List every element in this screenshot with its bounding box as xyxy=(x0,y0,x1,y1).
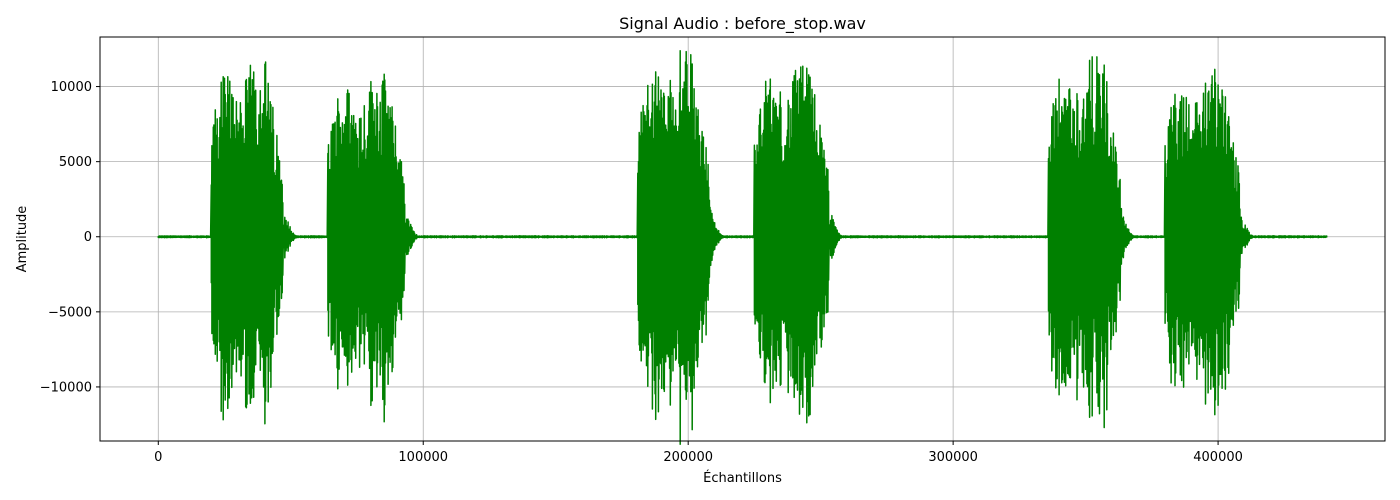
x-axis-label: Échantillons xyxy=(703,470,782,486)
y-tick-label: 0 xyxy=(84,230,92,245)
x-axis-ticks: 0 100000 200000 300000 400000 xyxy=(154,441,1243,465)
signal-line xyxy=(157,50,1328,445)
x-tick-label: 400000 xyxy=(1193,450,1243,465)
y-tick-label: 10000 xyxy=(51,80,92,95)
x-tick-label: 100000 xyxy=(398,450,448,465)
y-axis-ticks: −10000 −5000 0 5000 10000 xyxy=(40,80,100,395)
x-tick-label: 0 xyxy=(154,450,162,465)
y-axis-label: Amplitude xyxy=(15,206,30,273)
signal-series xyxy=(157,50,1328,445)
x-tick-label: 300000 xyxy=(928,450,978,465)
y-tick-label: 5000 xyxy=(59,155,92,170)
plot-frame xyxy=(99,36,1386,442)
chart-title: Signal Audio : before_stop.wav xyxy=(619,14,866,34)
x-tick-label: 200000 xyxy=(663,450,713,465)
y-tick-label: −10000 xyxy=(40,380,92,395)
y-tick-label: −5000 xyxy=(48,305,92,320)
